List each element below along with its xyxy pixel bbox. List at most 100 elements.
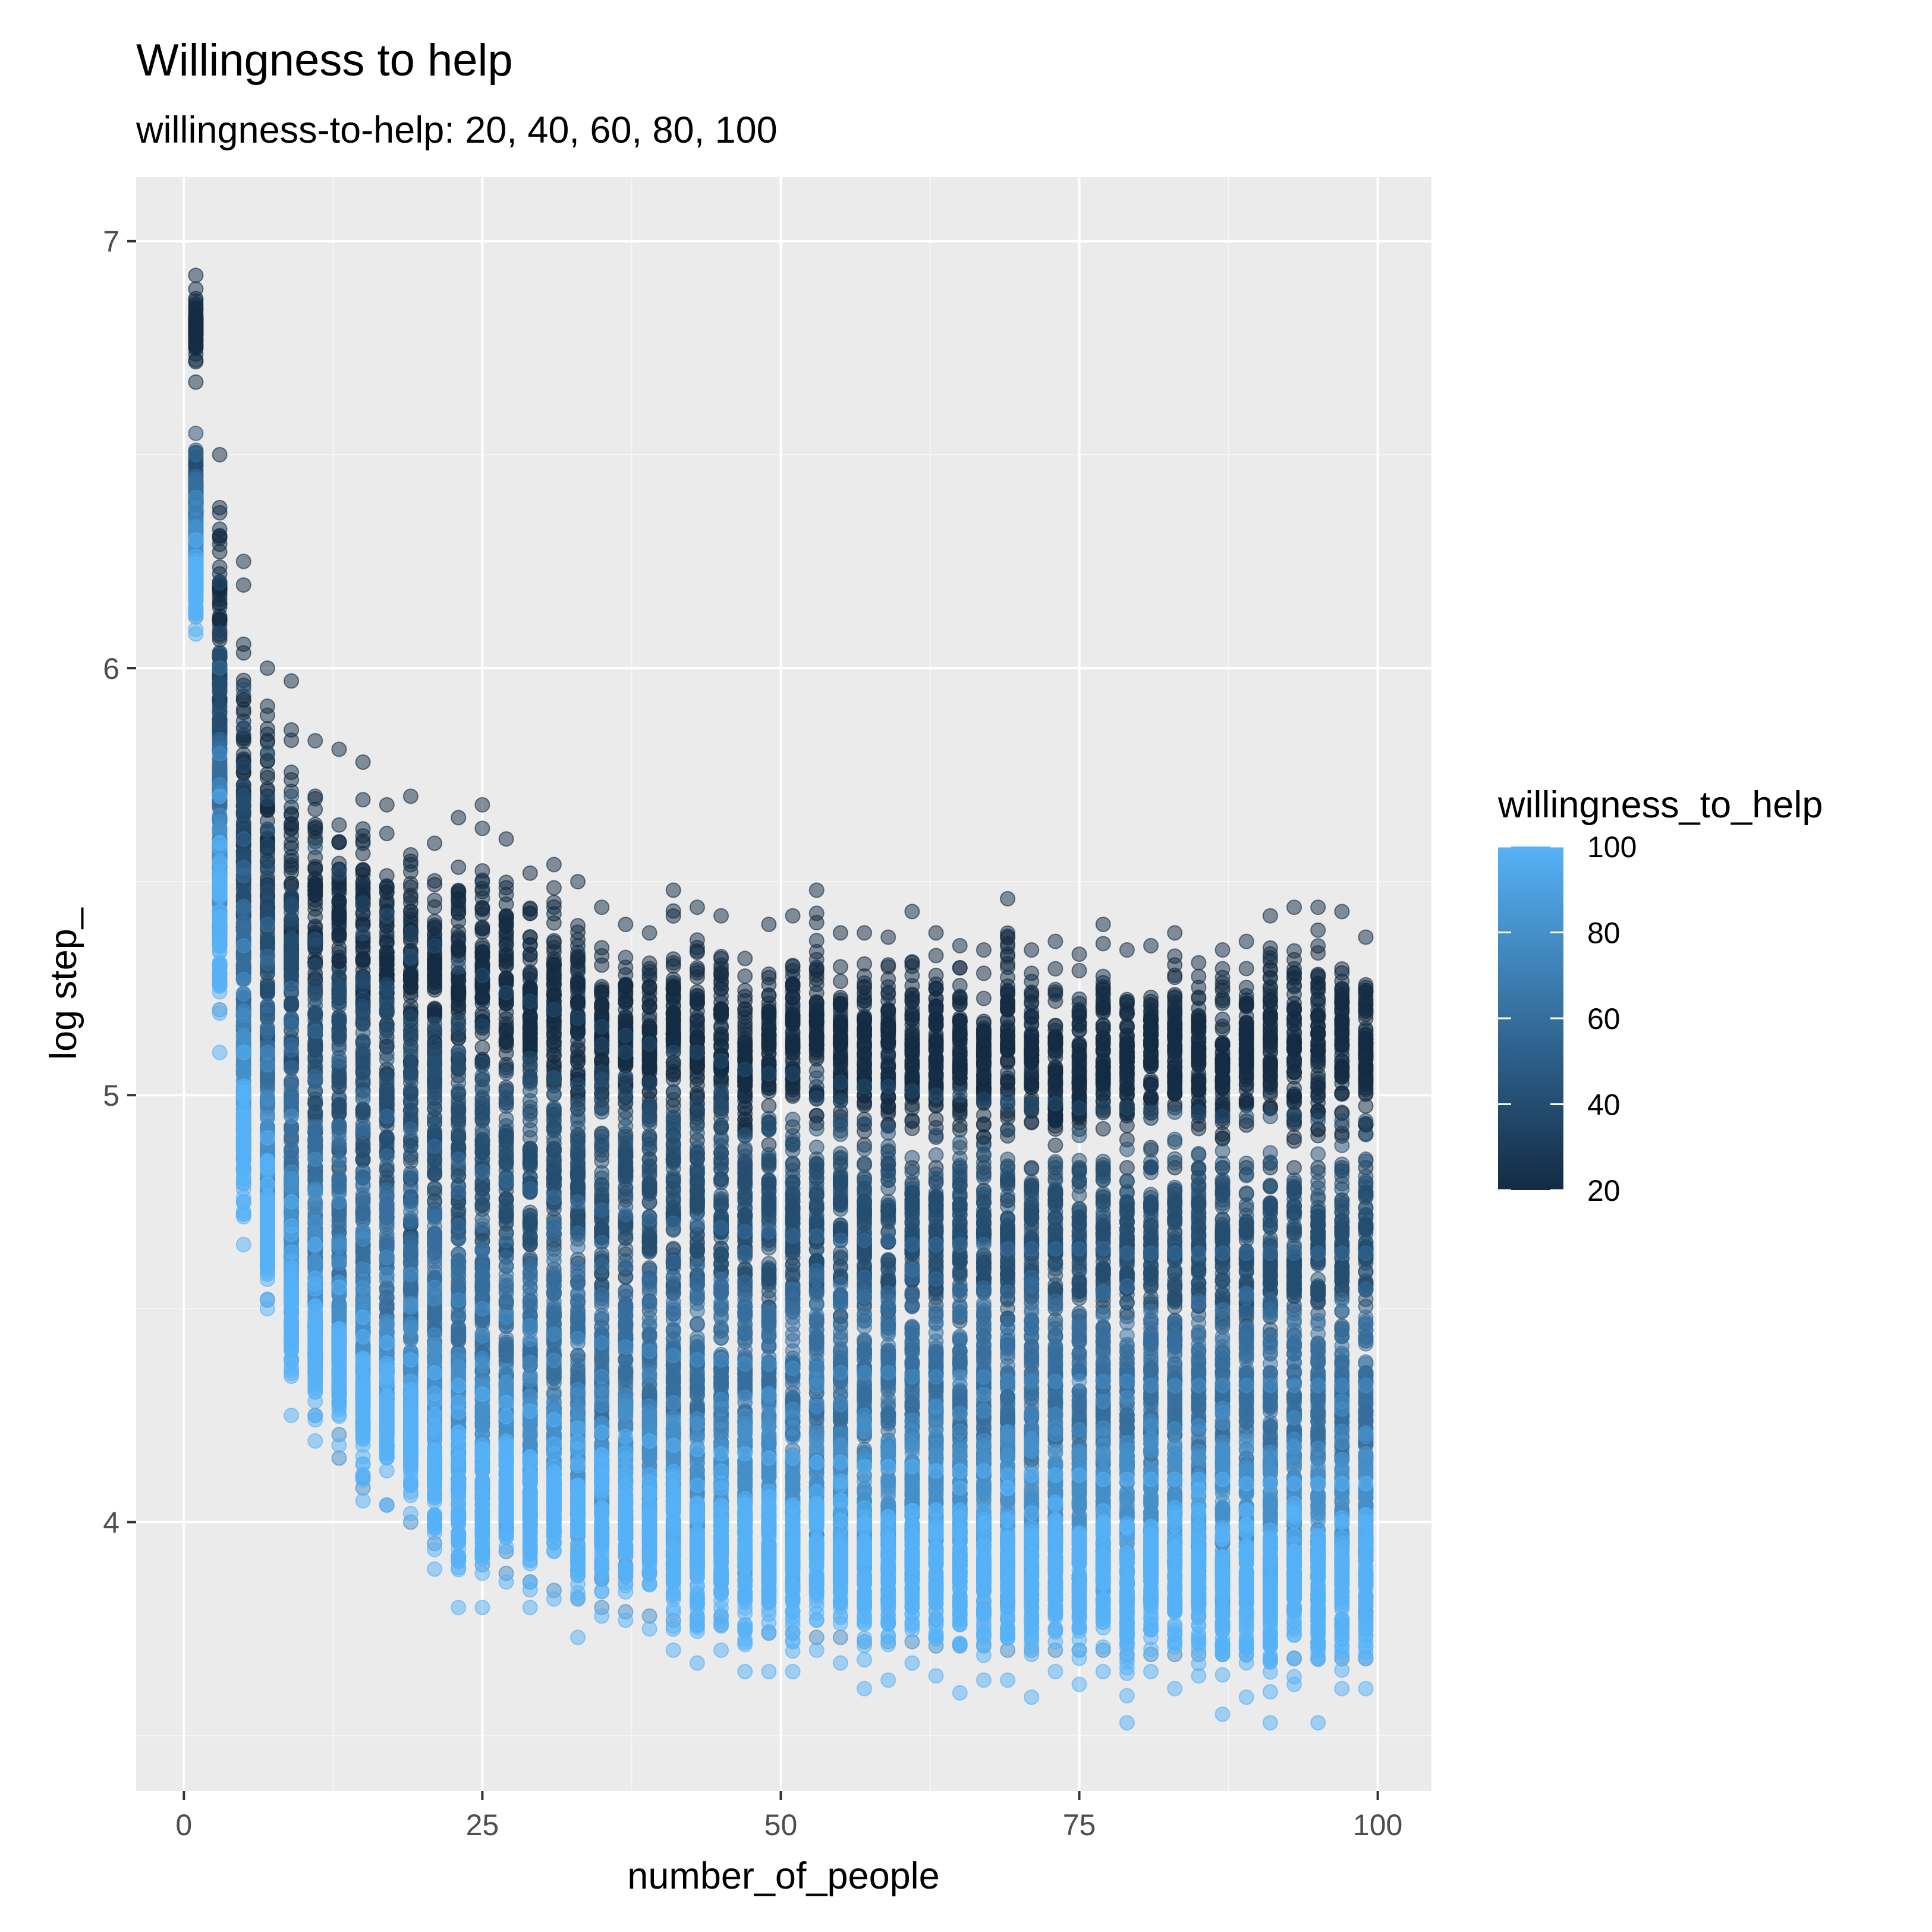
- data-point: [761, 1153, 777, 1169]
- data-point: [832, 1217, 848, 1233]
- data-point: [1024, 1028, 1040, 1044]
- data-point: [808, 1212, 825, 1228]
- data-point: [498, 948, 514, 964]
- data-point: [546, 895, 562, 911]
- data-point: [785, 1187, 801, 1203]
- data-point: [976, 1116, 992, 1132]
- data-point: [904, 1034, 920, 1050]
- data-point: [259, 838, 275, 854]
- data-point: [880, 1021, 896, 1037]
- data-point: [808, 1107, 825, 1124]
- data-point: [785, 1082, 801, 1098]
- data-point: [1238, 999, 1254, 1015]
- data-point: [402, 1010, 419, 1026]
- data-point: [379, 1005, 395, 1021]
- data-point: [880, 1203, 896, 1219]
- data-point: [546, 857, 562, 873]
- data-point: [570, 924, 586, 940]
- data-point: [235, 777, 251, 793]
- data-point: [474, 937, 490, 954]
- data-point: [474, 1071, 490, 1087]
- data-point: [1167, 1085, 1183, 1102]
- data-point: [665, 908, 681, 924]
- data-point: [1310, 922, 1326, 938]
- data-point: [641, 1244, 657, 1260]
- data-point: [952, 1025, 968, 1041]
- data-point: [498, 1033, 514, 1049]
- data-point: [785, 1066, 801, 1082]
- data-point: [857, 1141, 873, 1157]
- data-point: [1286, 1129, 1302, 1146]
- data-point: [1262, 908, 1278, 924]
- data-point: [1024, 965, 1040, 981]
- data-point: [355, 874, 371, 891]
- data-point: [522, 967, 538, 983]
- data-point: [498, 1124, 514, 1140]
- data-point: [808, 1181, 825, 1197]
- data-point: [1167, 925, 1183, 941]
- data-point: [546, 1071, 562, 1087]
- data-point: [1095, 936, 1111, 952]
- data-point: [904, 1005, 920, 1021]
- data-point: [451, 959, 467, 975]
- data-point: [928, 1066, 944, 1082]
- data-point: [1238, 1020, 1254, 1036]
- data-point: [259, 745, 275, 762]
- data-point: [355, 926, 371, 942]
- data-point: [522, 993, 538, 1009]
- data-point: [546, 957, 562, 973]
- data-point: [1191, 955, 1207, 971]
- data-point: [928, 948, 944, 964]
- data-point: [402, 847, 419, 863]
- data-point: [235, 798, 251, 814]
- data-point: [880, 1118, 896, 1134]
- data-point: [1262, 1039, 1278, 1055]
- data-point: [402, 890, 419, 906]
- data-point: [665, 951, 681, 967]
- data-point: [498, 1153, 514, 1169]
- data-point: [1310, 992, 1326, 1008]
- data-point: [427, 961, 443, 977]
- data-point: [235, 701, 251, 718]
- data-point: [618, 978, 634, 994]
- data-point: [522, 1099, 538, 1115]
- data-point: [1334, 1068, 1350, 1084]
- data-point: [546, 1086, 562, 1102]
- data-point: [1047, 1059, 1063, 1075]
- data-point: [857, 993, 873, 1009]
- data-point: [594, 1186, 610, 1202]
- data-point: [952, 990, 968, 1006]
- data-point: [952, 960, 968, 976]
- data-point: [808, 1121, 825, 1137]
- data-point: [785, 1137, 801, 1153]
- data-point: [737, 1189, 753, 1205]
- data-point: [1334, 904, 1350, 920]
- data-point: [402, 1153, 419, 1169]
- data-point: [355, 792, 371, 808]
- data-point: [1238, 1036, 1254, 1052]
- data-point: [785, 1112, 801, 1128]
- data-point: [1095, 968, 1111, 984]
- data-point: [1286, 1040, 1302, 1056]
- data-point: [474, 968, 490, 984]
- data-point: [307, 1105, 323, 1121]
- data-point: [761, 1195, 777, 1212]
- data-point: [1095, 1058, 1111, 1074]
- data-point: [402, 908, 419, 924]
- data-point: [427, 1180, 443, 1196]
- data-point: [737, 1173, 753, 1189]
- data-point: [665, 1190, 681, 1206]
- data-point: [808, 1070, 825, 1086]
- data-point: [808, 1090, 825, 1106]
- data-point: [235, 577, 251, 593]
- data-point: [474, 863, 490, 879]
- data-point: [188, 268, 204, 284]
- data-point: [498, 874, 514, 891]
- data-point: [832, 996, 848, 1012]
- data-point: [1024, 942, 1040, 958]
- data-point: [928, 1034, 944, 1050]
- data-point: [808, 933, 825, 949]
- data-point: [212, 505, 228, 521]
- data-point: [1286, 943, 1302, 959]
